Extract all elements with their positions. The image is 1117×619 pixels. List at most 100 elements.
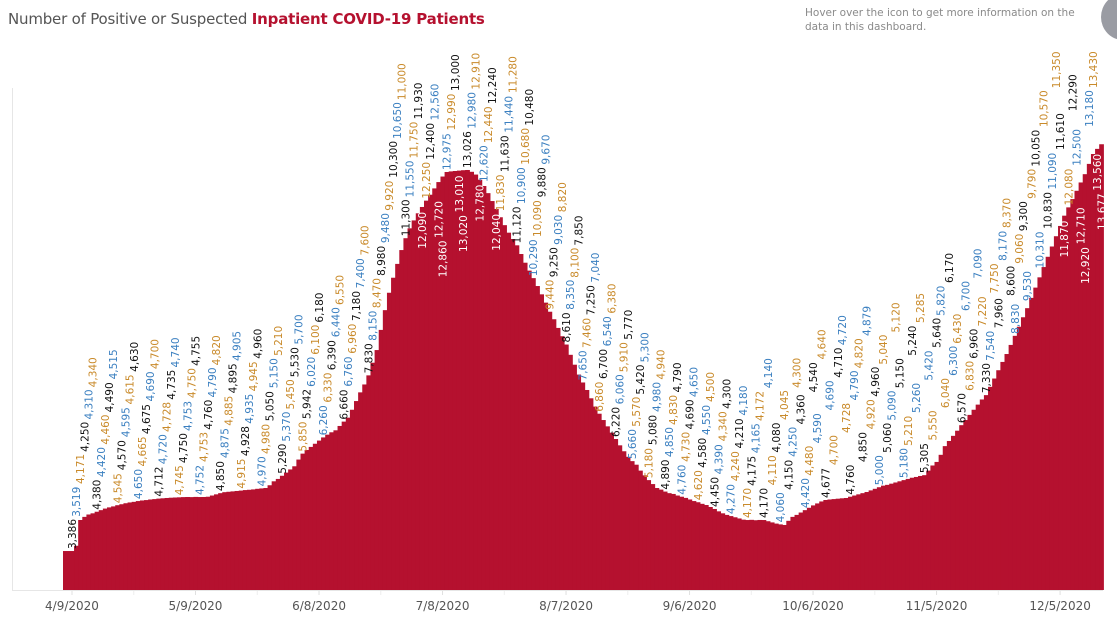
area-bar[interactable]	[905, 478, 911, 590]
area-bar[interactable]	[1082, 174, 1088, 590]
area-bar[interactable]	[82, 516, 88, 590]
area-bar[interactable]	[181, 497, 186, 590]
area-bar[interactable]	[407, 228, 413, 591]
area-bar[interactable]	[741, 519, 746, 590]
area-bar[interactable]	[275, 478, 281, 590]
area-bar[interactable]	[391, 277, 396, 590]
area-bar[interactable]	[1086, 163, 1092, 590]
area-bar[interactable]	[946, 440, 952, 590]
area-bar[interactable]	[127, 502, 133, 590]
area-bar[interactable]	[671, 493, 676, 590]
area-bar[interactable]	[160, 498, 166, 590]
area-bar[interactable]	[102, 508, 108, 590]
area-bar[interactable]	[469, 171, 475, 590]
area-bar[interactable]	[1004, 354, 1010, 590]
area-bar[interactable]	[798, 512, 804, 590]
area-bar[interactable]	[279, 475, 285, 590]
area-bar[interactable]	[596, 413, 602, 590]
area-bar[interactable]	[716, 511, 722, 590]
area-bar[interactable]	[238, 490, 244, 590]
area-bar[interactable]	[399, 250, 405, 590]
area-bar[interactable]	[926, 470, 931, 590]
area-bar[interactable]	[403, 238, 409, 591]
area-bar[interactable]	[428, 194, 433, 590]
area-bar[interactable]	[543, 302, 549, 590]
area-bar[interactable]	[592, 406, 598, 590]
area-bar[interactable]	[605, 426, 610, 590]
area-bar[interactable]	[193, 496, 199, 590]
area-bar[interactable]	[790, 516, 796, 590]
area-bar[interactable]	[983, 395, 989, 590]
area-bar[interactable]	[802, 510, 808, 590]
area-bar[interactable]	[831, 499, 837, 590]
area-bar[interactable]	[687, 499, 693, 590]
area-bar[interactable]	[563, 344, 569, 590]
area-bar[interactable]	[638, 470, 643, 590]
area-bar[interactable]	[156, 498, 162, 590]
area-bar[interactable]	[609, 432, 614, 590]
area-bar[interactable]	[930, 465, 936, 590]
area-bar[interactable]	[164, 497, 170, 590]
area-bar[interactable]	[144, 500, 149, 590]
area-bar[interactable]	[971, 409, 977, 590]
area-bar[interactable]	[139, 500, 145, 590]
area-bar[interactable]	[205, 496, 211, 590]
area-bar[interactable]	[63, 551, 75, 590]
area-bar[interactable]	[811, 505, 816, 590]
area-bar[interactable]	[292, 466, 297, 590]
area-bar[interactable]	[876, 487, 882, 590]
area-bar[interactable]	[691, 501, 697, 590]
area-bar[interactable]	[111, 506, 116, 590]
area-bar[interactable]	[950, 435, 956, 590]
area-bar[interactable]	[1053, 236, 1059, 591]
area-bar[interactable]	[576, 374, 582, 590]
area-bar[interactable]	[794, 514, 800, 590]
area-bar[interactable]	[251, 489, 256, 590]
area-bar[interactable]	[242, 490, 248, 590]
area-bar[interactable]	[214, 494, 219, 590]
area-bar[interactable]	[955, 430, 960, 590]
area-bar[interactable]	[226, 491, 232, 590]
area-bar[interactable]	[1049, 246, 1055, 591]
area-bar[interactable]	[1099, 144, 1104, 590]
area-bar[interactable]	[885, 484, 890, 590]
area-bar[interactable]	[753, 520, 759, 590]
area-bar[interactable]	[889, 483, 894, 590]
area-bar[interactable]	[230, 491, 236, 590]
area-bar[interactable]	[679, 496, 684, 590]
area-bar[interactable]	[539, 294, 544, 590]
area-bar[interactable]	[658, 489, 664, 590]
area-bar[interactable]	[123, 503, 129, 590]
area-bar[interactable]	[773, 523, 779, 590]
area-bar[interactable]	[819, 501, 824, 590]
area-bar[interactable]	[662, 491, 668, 590]
area-bar[interactable]	[378, 329, 384, 590]
area-bar[interactable]	[601, 420, 606, 590]
area-bar[interactable]	[720, 513, 726, 590]
area-bar[interactable]	[506, 232, 512, 590]
area-bar[interactable]	[370, 362, 376, 590]
area-bar[interactable]	[963, 420, 969, 590]
area-bar[interactable]	[856, 494, 862, 590]
area-bar[interactable]	[452, 171, 458, 590]
area-bar[interactable]	[526, 270, 532, 590]
area-bar[interactable]	[559, 336, 565, 590]
area-bar[interactable]	[675, 495, 680, 590]
area-bar[interactable]	[234, 490, 240, 590]
area-bar[interactable]	[329, 432, 335, 590]
area-bar[interactable]	[119, 504, 125, 590]
area-bar[interactable]	[411, 220, 417, 590]
area-bar[interactable]	[580, 382, 586, 590]
area-bar[interactable]	[823, 499, 829, 590]
area-bar[interactable]	[745, 520, 750, 590]
area-bar[interactable]	[419, 206, 425, 590]
area-bar[interactable]	[732, 517, 738, 590]
area-bar[interactable]	[695, 502, 701, 590]
area-bar[interactable]	[699, 503, 705, 590]
area-bar[interactable]	[152, 499, 157, 590]
area-bar[interactable]	[209, 495, 215, 590]
area-bar[interactable]	[354, 401, 359, 590]
area-bar[interactable]	[189, 497, 195, 590]
area-bar[interactable]	[1000, 361, 1006, 590]
area-bar[interactable]	[913, 476, 919, 590]
